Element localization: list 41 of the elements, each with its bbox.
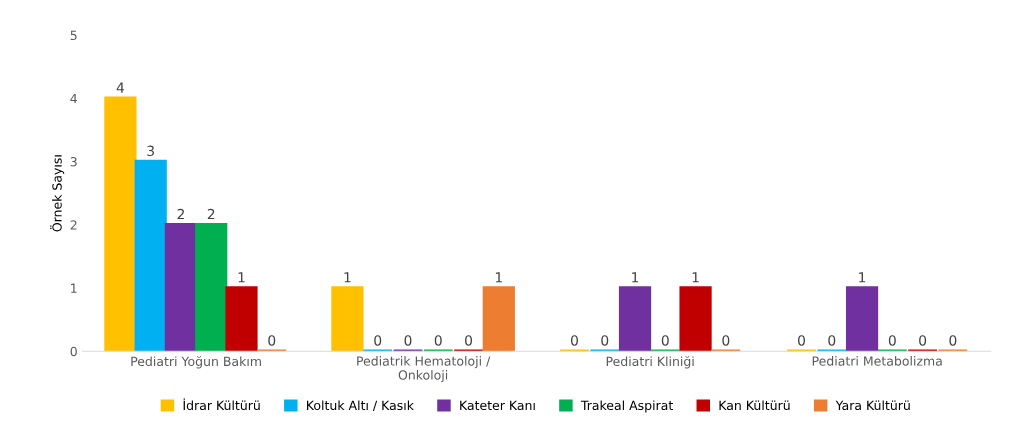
data-label: 1 [859,272,866,283]
data-label: 0 [268,335,276,346]
data-label: 0 [888,335,896,346]
x-tick-label: Pediatri Metabolizma [812,356,942,366]
y-tick-label: 0 [70,346,77,357]
y-tick-label: 4 [70,93,77,104]
data-label: 1 [495,272,502,283]
data-label: 0 [601,335,609,346]
legend-label: Yara Kültürü [835,400,910,411]
data-label: 1 [344,272,351,283]
data-label: 0 [828,335,836,346]
legend-label: Kateter Kanı [460,400,535,411]
data-label: 0 [722,335,730,346]
data-label: 1 [692,272,699,283]
data-label: 0 [434,335,442,346]
data-label: 2 [177,208,184,220]
x-tick-label: Pediatrik Hematoloji / Onkoloji [357,356,491,383]
y-tick-label: 5 [70,30,77,41]
x-tick-label: Pediatri Kliniği [606,356,694,369]
data-label: 0 [374,335,382,346]
y-tick-label: 2 [70,220,77,230]
legend-label: Trakeal Aspirat [580,400,673,413]
legend-label: İdrar Kültürü [183,398,260,411]
data-label: 1 [632,272,639,283]
legend-label: Kan Kültürü [719,400,790,411]
y-tick-label: 3 [70,157,77,167]
data-label: 4 [116,82,125,93]
data-label: 0 [465,335,473,346]
legend-label: Koltuk Altı / Kasık [307,400,414,412]
y-tick-label: 1 [71,283,77,293]
x-tick-label: Pediatri Yoğun Bakım [131,356,261,369]
data-label: 3 [147,145,154,157]
data-label: 1 [238,272,245,283]
data-label: 0 [404,335,412,346]
data-label: 0 [798,335,806,346]
data-label: 0 [949,335,957,346]
data-label: 0 [661,335,669,346]
y-axis-title: Örnek Sayısı [50,155,65,232]
data-label: 0 [919,335,927,346]
data-label: 2 [207,208,215,220]
data-label: 0 [570,335,578,346]
